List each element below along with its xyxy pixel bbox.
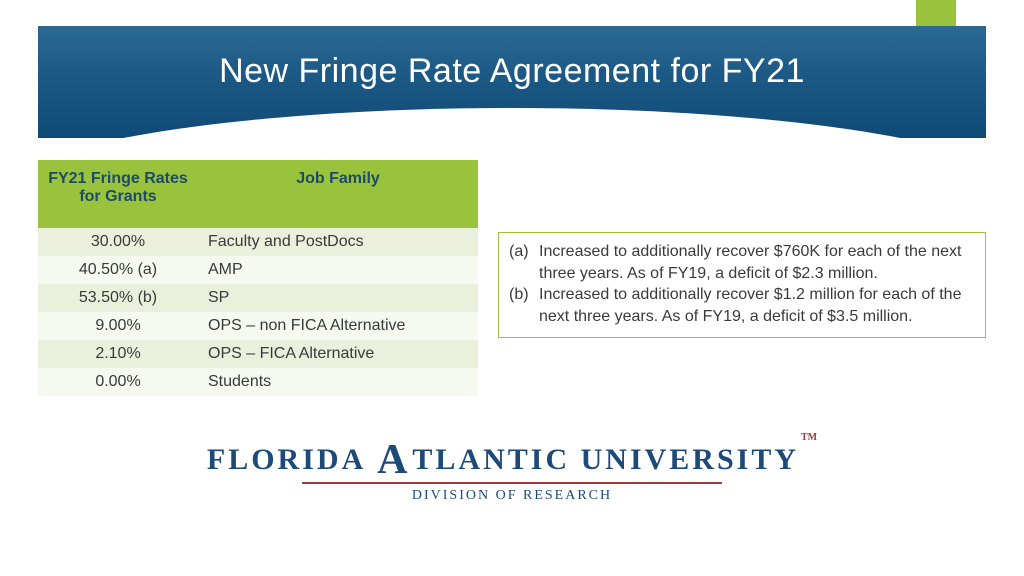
footnote-text: Increased to additionally recover $760K …: [539, 241, 975, 284]
cell-family: OPS – non FICA Alternative: [198, 312, 478, 340]
table-row: 9.00%OPS – non FICA Alternative: [38, 312, 478, 340]
logo-text-pre: FLORIDA: [207, 443, 375, 476]
page-title: New Fringe Rate Agreement for FY21: [38, 52, 986, 91]
fringe-rate-table-container: FY21 Fringe Rates for Grants Job Family …: [38, 160, 478, 396]
slide-header: New Fringe Rate Agreement for FY21: [38, 26, 986, 138]
cell-rate: 9.00%: [38, 312, 198, 340]
table-row: 53.50% (b)SP: [38, 284, 478, 312]
logo-text-post: TLANTIC UNIVERSITY: [412, 443, 799, 476]
cell-family: Faculty and PostDocs: [198, 228, 478, 256]
footnote-item: (a) Increased to additionally recover $7…: [509, 241, 975, 284]
logo-divider: [302, 482, 722, 484]
cell-family: Students: [198, 368, 478, 396]
footnote-key: (a): [509, 241, 539, 284]
cell-family: OPS – FICA Alternative: [198, 340, 478, 368]
col-header-family: Job Family: [198, 160, 478, 228]
table-row: 2.10%OPS – FICA Alternative: [38, 340, 478, 368]
logo-sub-line: DIVISION OF RESEARCH: [0, 488, 1024, 504]
col-header-rate: FY21 Fringe Rates for Grants: [38, 160, 198, 228]
footnote-item: (b) Increased to additionally recover $1…: [509, 284, 975, 327]
cell-rate: 30.00%: [38, 228, 198, 256]
header-curve: [38, 108, 986, 138]
cell-rate: 2.10%: [38, 340, 198, 368]
cell-rate: 40.50% (a): [38, 256, 198, 284]
cell-rate: 0.00%: [38, 368, 198, 396]
footnote-key: (b): [509, 284, 539, 327]
footnotes-box: (a) Increased to additionally recover $7…: [498, 232, 986, 338]
fringe-rate-table: FY21 Fringe Rates for Grants Job Family …: [38, 160, 478, 396]
table-row: 30.00%Faculty and PostDocs: [38, 228, 478, 256]
cell-family: AMP: [198, 256, 478, 284]
table-row: 40.50% (a)AMP: [38, 256, 478, 284]
cell-rate: 53.50% (b): [38, 284, 198, 312]
logo-big-a: A: [375, 437, 412, 483]
logo-tm: TM: [801, 432, 817, 443]
table-row: 0.00%Students: [38, 368, 478, 396]
logo-main-line: FLORIDA ATLANTIC UNIVERSITYTM: [207, 432, 817, 480]
cell-family: SP: [198, 284, 478, 312]
footnote-text: Increased to additionally recover $1.2 m…: [539, 284, 975, 327]
table-header-row: FY21 Fringe Rates for Grants Job Family: [38, 160, 478, 228]
university-logo: FLORIDA ATLANTIC UNIVERSITYTM DIVISION O…: [0, 432, 1024, 504]
